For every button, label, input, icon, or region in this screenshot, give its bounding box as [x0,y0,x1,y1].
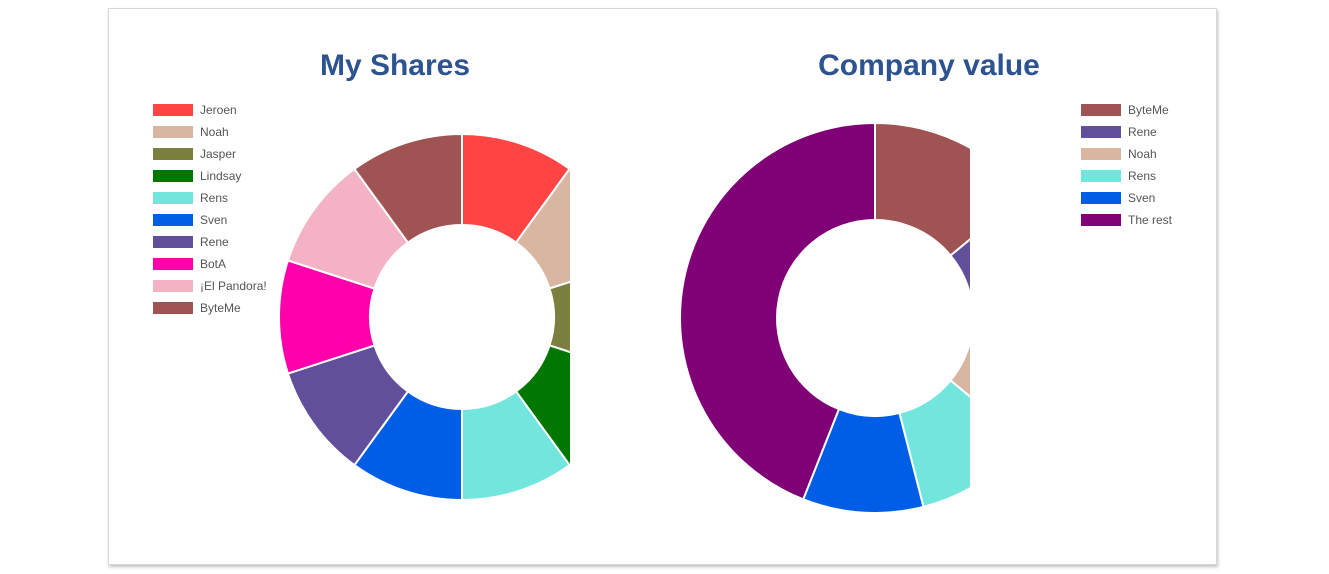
donut-slice-noah[interactable] [514,167,570,290]
legend-swatch [1081,214,1121,226]
my-shares-donut-chart [278,132,570,502]
company-value-legend: ByteMe Rene Noah Rens Sven The rest [1081,99,1172,231]
legend-item-byteme[interactable]: ByteMe [153,297,267,319]
donut-slice-byteme[interactable] [874,121,970,257]
company-value-donut-chart [679,121,970,512]
legend-item-rens[interactable]: Rens [153,187,267,209]
legend-label: Rene [200,235,229,249]
legend-item-noah[interactable]: Noah [153,121,267,143]
legend-swatch [1081,170,1121,182]
legend-item-sven[interactable]: Sven [153,209,267,231]
legend-label: Lindsay [200,169,242,183]
legend-label: BotA [200,257,227,271]
legend-item-rens[interactable]: Rens [1081,165,1172,187]
legend-label: Jasper [200,147,237,161]
legend-label: Rene [1128,125,1157,139]
legend-label: ByteMe [1128,103,1169,117]
legend-label: Sven [1128,191,1156,205]
legend-label: ¡El Pandora! [200,279,267,293]
legend-label: Rens [1128,169,1157,183]
legend-item-noah[interactable]: Noah [1081,143,1172,165]
legend-swatch [153,170,193,182]
legend-label: Sven [200,213,228,227]
legend-swatch [153,302,193,314]
legend-swatch [153,148,193,160]
my-shares-title: My Shares [319,49,471,82]
donut-slice-rene[interactable] [949,194,970,318]
legend-swatch [153,192,193,204]
legend-swatch [153,104,193,116]
legend-swatch [1081,192,1121,204]
my-shares-legend: Jeroen Noah Jasper Lindsay Rens Sven Rene BotA ¡… [153,99,267,319]
legend-swatch [1081,126,1121,138]
legend-item-rene[interactable]: Rene [1081,121,1172,143]
legend-item-rene[interactable]: Rene [153,231,267,253]
legend-label: The rest [1128,213,1173,227]
donut-slice-byteme[interactable] [353,132,463,244]
donut-slice-jasper[interactable] [548,260,570,373]
legend-item-jasper[interactable]: Jasper [153,143,267,165]
legend-swatch [153,258,193,270]
donut-slice-noah[interactable] [949,318,970,442]
legend-swatch [1081,104,1121,116]
legend-swatch [153,126,193,138]
legend-label: Jeroen [200,103,237,117]
legend-item-el-pandora[interactable]: ¡El Pandora! [153,275,267,297]
legend-swatch [153,280,193,292]
legend-item-lindsay[interactable]: Lindsay [153,165,267,187]
legend-swatch [153,236,193,248]
company-value-title: Company value [818,49,1040,82]
legend-label: Noah [200,125,229,139]
legend-label: Noah [1128,147,1157,161]
donut-slice-the-rest[interactable] [679,121,876,501]
legend-swatch [153,214,193,226]
legend-item-sven[interactable]: Sven [1081,187,1172,209]
legend-item-the-rest[interactable]: The rest [1081,209,1172,231]
legend-item-byteme[interactable]: ByteMe [1081,99,1172,121]
legend-label: Rens [200,191,229,205]
legend-item-bota[interactable]: BotA [153,253,267,275]
legend-swatch [1081,148,1121,160]
legend-item-jeroen[interactable]: Jeroen [153,99,267,121]
legend-label: ByteMe [200,301,241,315]
